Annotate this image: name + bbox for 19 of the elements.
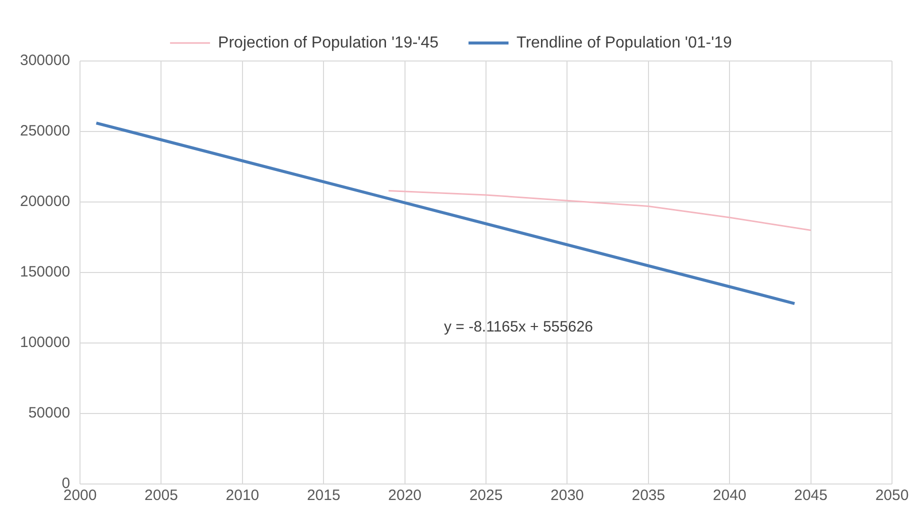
x-tick-label: 2050 [875, 487, 909, 504]
legend-label: Projection of Population '19-'45 [218, 34, 439, 52]
legend-label: Trendline of Population '01-'19 [516, 34, 732, 52]
x-tick-label: 2010 [226, 487, 260, 504]
x-tick-label: 2030 [550, 487, 584, 504]
y-tick-label: 150000 [20, 264, 70, 281]
annotation: y = -8.1165x + 555626 [444, 318, 594, 336]
x-tick-label: 2025 [469, 487, 503, 504]
x-tick-label: 2020 [388, 487, 422, 504]
x-tick-label: 2015 [306, 487, 340, 504]
y-tick-label: 100000 [20, 334, 70, 352]
x-tick-label: 2035 [632, 487, 666, 504]
y-tick-label: 250000 [20, 122, 70, 140]
x-tick-label: 2040 [712, 487, 746, 504]
x-tick-label: 2005 [144, 487, 178, 504]
x-tick-label: 2045 [794, 487, 828, 504]
y-tick-label: 300000 [20, 52, 70, 70]
y-tick-label: 200000 [20, 193, 70, 210]
y-tick-label: 50000 [28, 404, 70, 422]
